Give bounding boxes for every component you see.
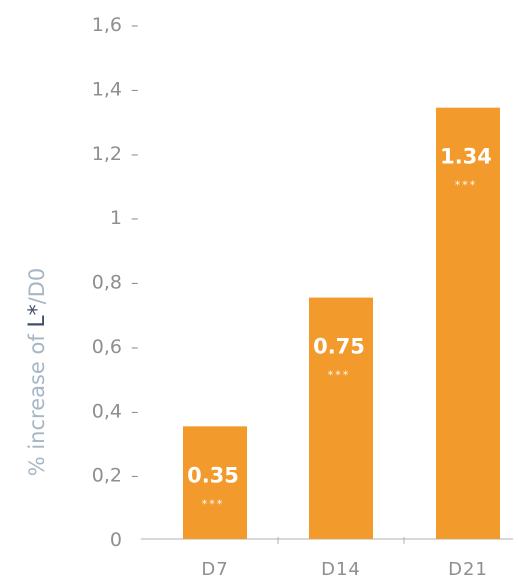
y-tick-label: 1,6 [92,14,122,36]
bar [183,426,247,539]
x-tick-label: D21 [448,559,488,580]
significance-label: *** [328,369,351,382]
y-tick-mark: – [131,338,139,356]
y-tick-label: 0,6 [92,336,122,358]
x-axis: D7 D14 D21 [141,537,513,580]
y-tick-label: 0,8 [92,272,122,294]
y-tick-label: 0,2 [92,465,122,487]
y-axis-label-prefix: % increase of [25,328,49,477]
data-label: 0.35 [187,463,239,487]
y-tick-label: 1,4 [92,78,122,100]
y-tick-label: 1 [110,207,122,229]
y-tick-mark: – [131,16,139,34]
y-axis: 00,2 –0,4 –0,6 –0,8 –1 –1,2 –1,4 –1,6– [92,14,139,551]
value-labels: 0.35 *** 0.75 *** 1.34 *** [187,145,492,511]
x-tick-label: D7 [201,559,228,580]
significance-label: *** [455,179,478,192]
data-label: 1.34 [440,145,492,169]
y-tick-mark: – [131,402,139,420]
y-tick-label: 0 [110,529,122,551]
y-tick-label: 1,2 [92,143,122,165]
x-tick-label: D14 [321,559,361,580]
y-tick-mark: – [131,145,139,163]
y-axis-label-emphasis: L* [25,304,50,327]
significance-label: *** [202,497,225,510]
y-axis-label-suffix: /D0 [25,268,49,305]
bar [309,297,373,539]
bars [183,107,500,539]
y-tick-mark: – [131,467,139,485]
y-tick-label: 0,4 [92,400,122,422]
y-tick-mark: – [131,274,139,292]
data-label: 0.75 [313,335,365,359]
bar [436,107,500,539]
y-tick-mark: – [131,80,139,98]
y-axis-label: % increase of L*/D0 [25,268,50,477]
y-tick-mark: – [131,209,139,227]
